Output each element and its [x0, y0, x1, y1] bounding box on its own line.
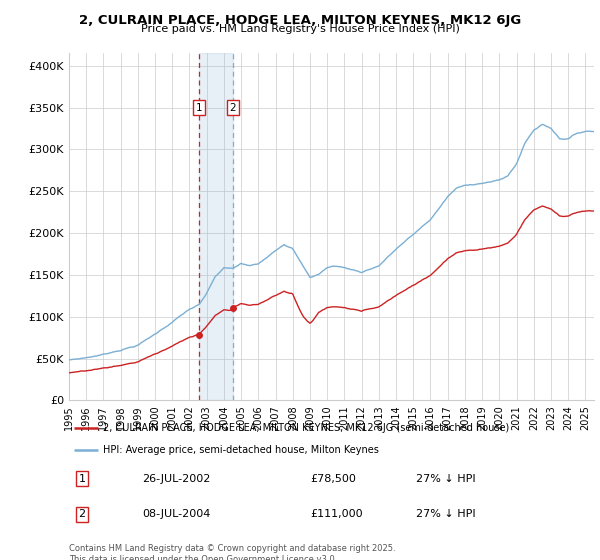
Text: £78,500: £78,500: [311, 474, 356, 484]
Text: 26-JUL-2002: 26-JUL-2002: [143, 474, 211, 484]
Text: Contains HM Land Registry data © Crown copyright and database right 2025.
This d: Contains HM Land Registry data © Crown c…: [69, 544, 395, 560]
Text: 2: 2: [79, 509, 86, 519]
Text: 08-JUL-2004: 08-JUL-2004: [143, 509, 211, 519]
Text: 1: 1: [196, 102, 203, 113]
Text: HPI: Average price, semi-detached house, Milton Keynes: HPI: Average price, semi-detached house,…: [103, 445, 379, 455]
Text: 27% ↓ HPI: 27% ↓ HPI: [415, 509, 475, 519]
Text: Price paid vs. HM Land Registry's House Price Index (HPI): Price paid vs. HM Land Registry's House …: [140, 24, 460, 34]
Text: 1: 1: [79, 474, 86, 484]
Text: £111,000: £111,000: [311, 509, 363, 519]
Text: 2, CULRAIN PLACE, HODGE LEA, MILTON KEYNES, MK12 6JG: 2, CULRAIN PLACE, HODGE LEA, MILTON KEYN…: [79, 14, 521, 27]
Text: 27% ↓ HPI: 27% ↓ HPI: [415, 474, 475, 484]
Text: 2: 2: [230, 102, 236, 113]
Bar: [199, 53, 233, 400]
Text: 2, CULRAIN PLACE, HODGE LEA, MILTON KEYNES, MK12 6JG (semi-detached house): 2, CULRAIN PLACE, HODGE LEA, MILTON KEYN…: [103, 423, 509, 433]
